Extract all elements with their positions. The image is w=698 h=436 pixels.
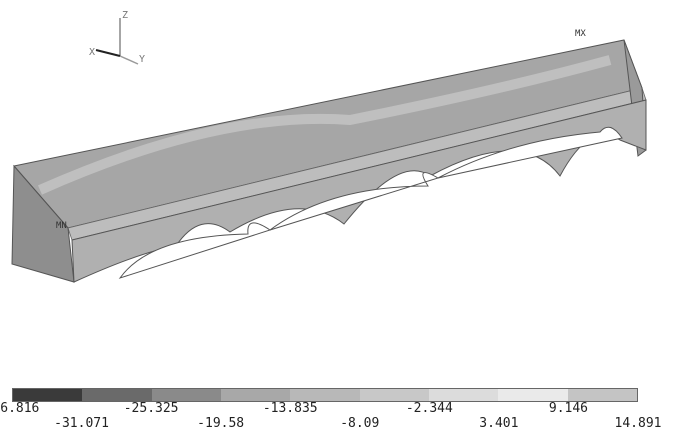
legend-color-4 xyxy=(290,389,360,401)
legend-color-6 xyxy=(428,389,499,401)
min-marker: MN xyxy=(56,221,67,231)
triad-z-label: Z xyxy=(122,10,128,21)
legend-label-bottom-4: 14.891 xyxy=(614,416,662,431)
legend-color-1 xyxy=(82,389,152,401)
triad-y-label: Y xyxy=(139,54,145,65)
legend-label-top-3: -2.344 xyxy=(405,401,453,416)
legend-color-7 xyxy=(498,389,568,401)
legend-color-3 xyxy=(220,389,291,401)
legend-label-top-0: -36.816 xyxy=(0,401,40,416)
legend-color-2 xyxy=(151,389,221,401)
legend-label-top-2: -13.835 xyxy=(262,401,318,416)
coordinate-triad: Z X Y xyxy=(89,10,145,65)
legend-label-top-1: -25.325 xyxy=(123,401,179,416)
max-marker: MX xyxy=(575,29,586,39)
bridge-model: MX MN xyxy=(11,29,647,283)
legend-color-0 xyxy=(13,389,83,401)
legend-label-bottom-3: 3.401 xyxy=(479,416,519,431)
legend-label-bottom-0: -31.071 xyxy=(54,416,109,431)
legend-color-5 xyxy=(359,389,429,401)
contour-legend-bar xyxy=(12,388,638,402)
triad-x-label: X xyxy=(89,47,95,58)
legend-label-bottom-1: -19.58 xyxy=(197,416,245,431)
legend-label-top-4: 9.146 xyxy=(548,401,589,416)
legend-color-8 xyxy=(567,389,637,401)
legend-label-bottom-2: -8.09 xyxy=(340,416,380,431)
